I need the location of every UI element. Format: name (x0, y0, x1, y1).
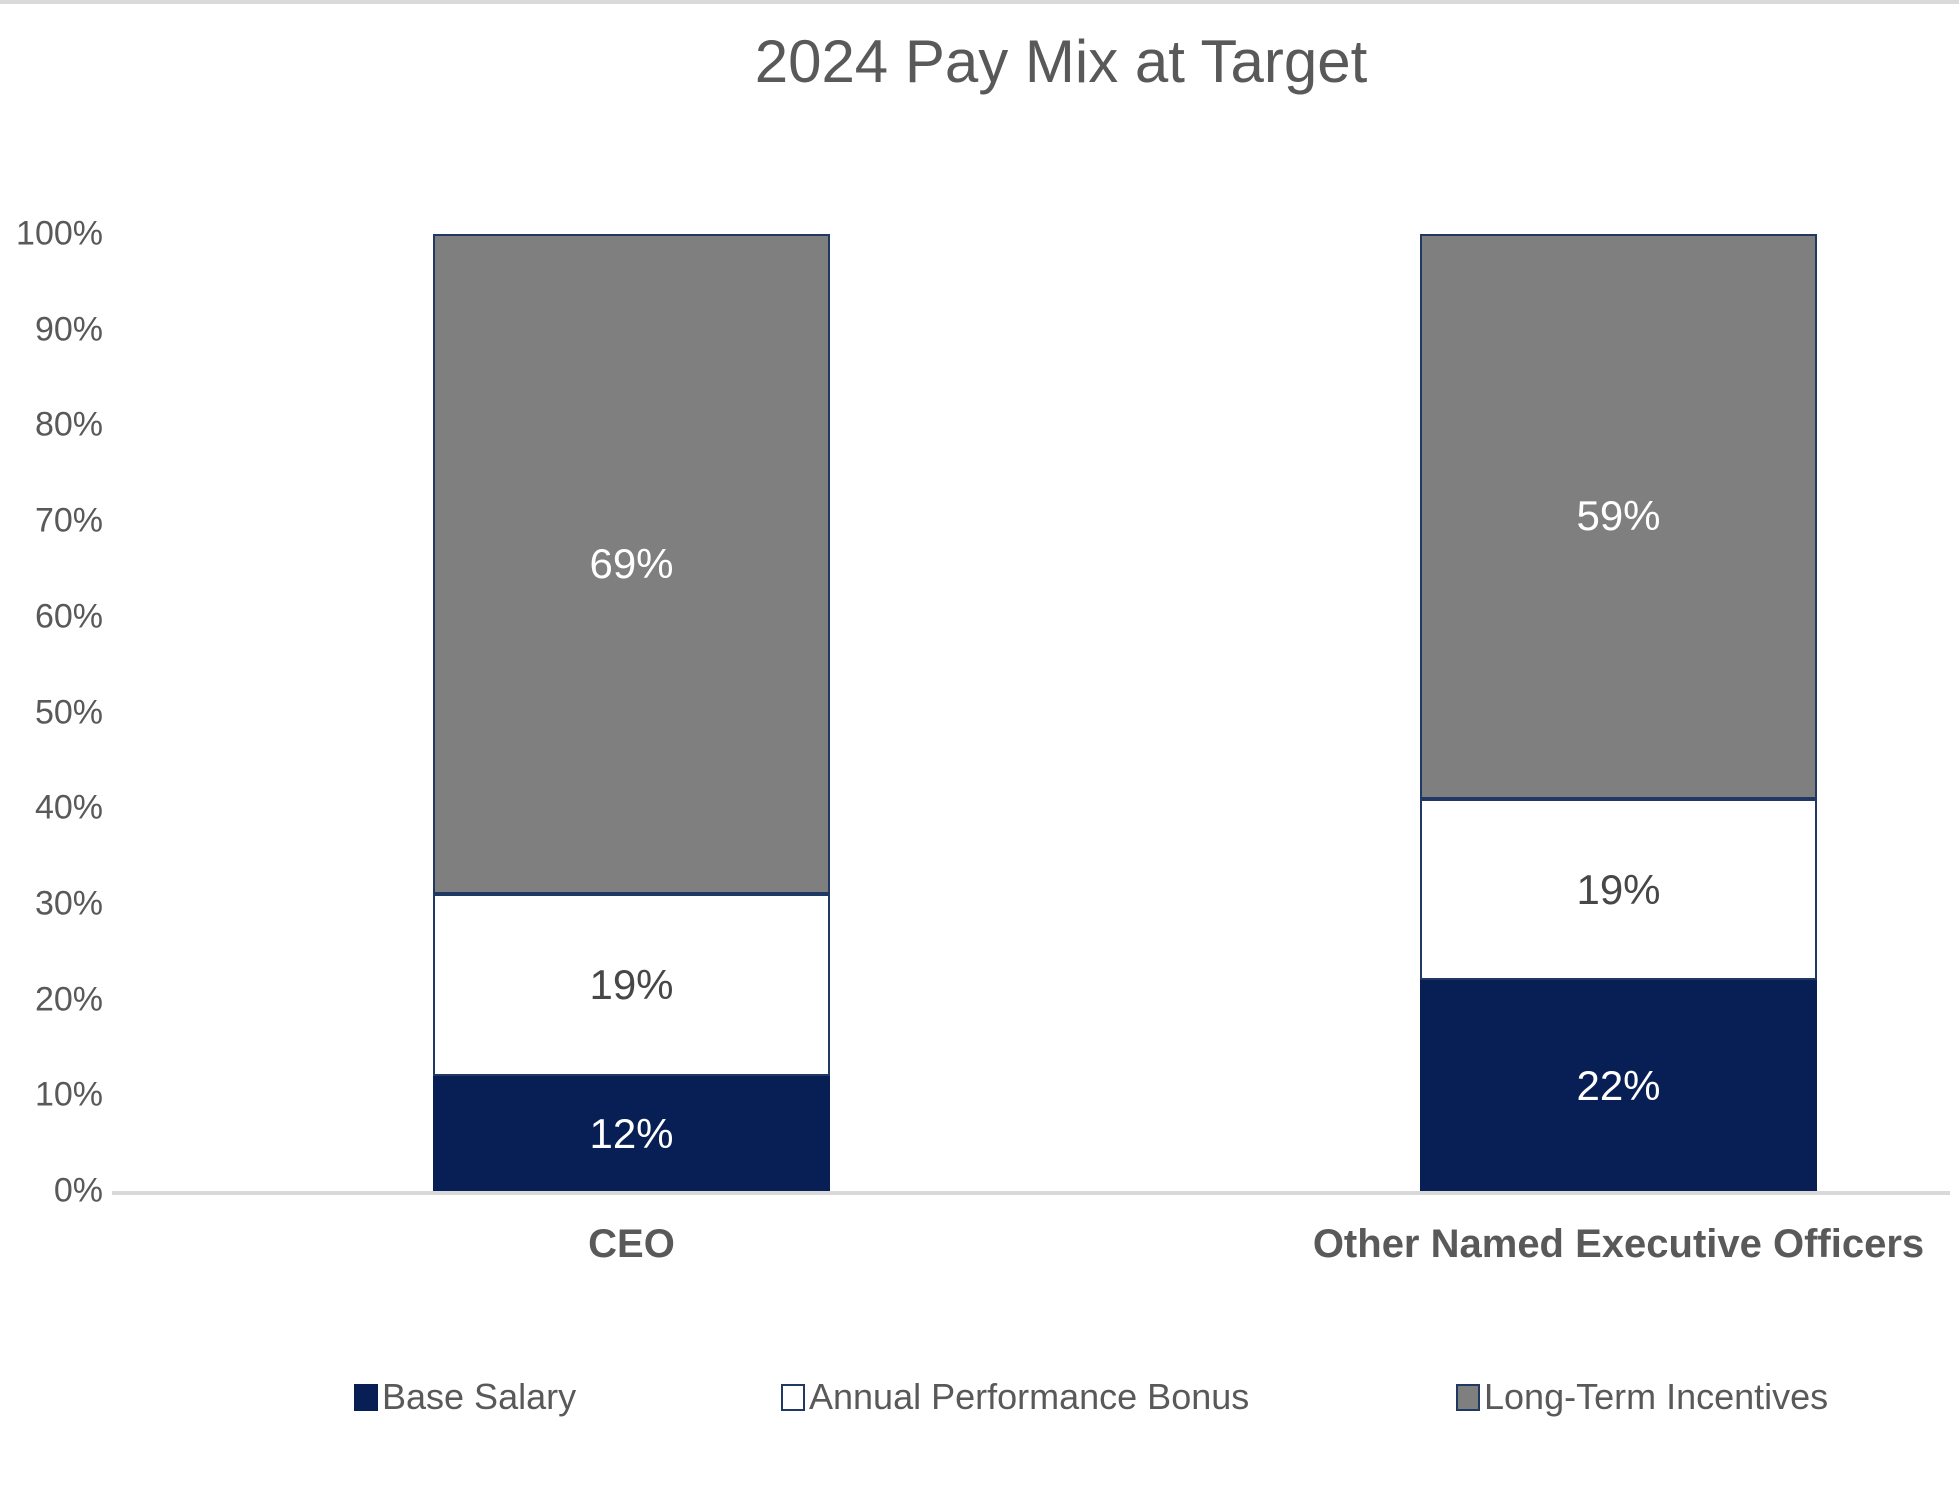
y-axis-tick-label: 40% (34, 788, 103, 827)
bar-segment: 69% (433, 234, 830, 895)
y-axis-tick-label: 60% (34, 597, 103, 636)
y-axis-tick-label: 70% (34, 501, 103, 540)
legend-item: Annual Performance Bonus (781, 1376, 1249, 1418)
legend-swatch (781, 1383, 805, 1411)
segment-value-label: 69% (589, 540, 674, 588)
y-axis-tick-label: 30% (34, 884, 103, 923)
bar-segment: 59% (1420, 234, 1817, 799)
bar-segment: 19% (1420, 798, 1817, 981)
plot-area (112, 234, 1950, 1195)
legend-label: Long-Term Incentives (1484, 1376, 1829, 1417)
legend-label: Base Salary (382, 1376, 577, 1417)
y-axis-tick-label: 90% (34, 310, 103, 349)
bar-segment: 12% (433, 1076, 830, 1191)
segment-value-label: 12% (589, 1109, 674, 1157)
y-axis-tick-label: 50% (34, 693, 103, 731)
legend-item: Long-Term Incentives (1456, 1376, 1828, 1418)
category-label: CEO (588, 1222, 675, 1266)
segment-value-label: 22% (1576, 1061, 1661, 1109)
y-axis-tick-label: 80% (34, 405, 103, 444)
chart-title: 2024 Pay Mix at Target (754, 28, 1368, 95)
segment-value-label: 19% (589, 961, 674, 1009)
bar-segment: 22% (1420, 980, 1817, 1191)
stacked-bar: 22% 19% 59% (1420, 234, 1817, 1191)
segment-value-label: 19% (1576, 865, 1661, 913)
y-axis-tick-label: 10% (34, 1075, 103, 1114)
y-axis-tick-label: 20% (34, 980, 103, 1019)
stacked-bar: 12% 19% 69% (433, 234, 830, 1191)
segment-value-label: 59% (1576, 492, 1661, 540)
y-axis-tick-label: 0% (53, 1171, 103, 1210)
category-label: Other Named Executive Officers (1312, 1222, 1925, 1266)
legend-swatch (1456, 1383, 1480, 1411)
legend-item: Base Salary (354, 1376, 576, 1418)
bar-segment: 19% (433, 894, 830, 1077)
y-axis-tick-label: 100% (16, 214, 103, 253)
top-border-strip (0, 0, 1959, 4)
legend-label: Annual Performance Bonus (809, 1376, 1250, 1417)
legend-swatch (354, 1383, 378, 1411)
